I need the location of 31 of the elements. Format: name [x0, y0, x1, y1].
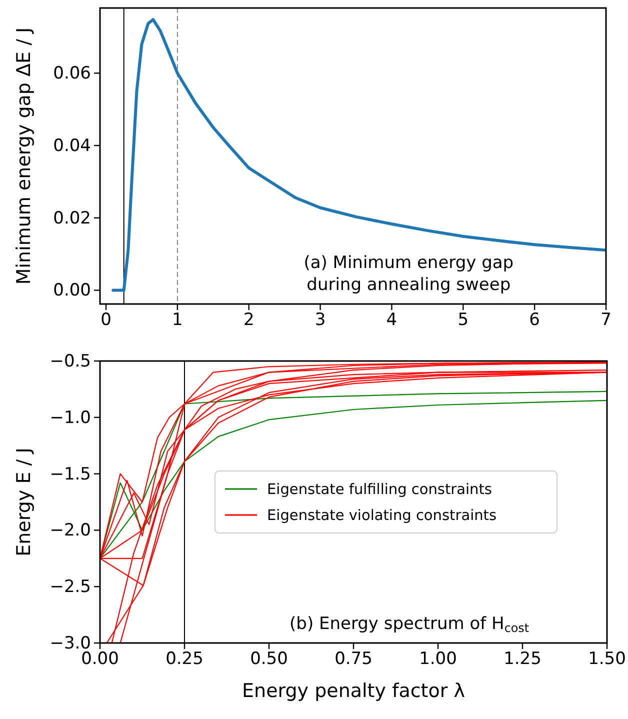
y-tick-label: −2.5 — [50, 577, 91, 598]
y-tick-label: −1.5 — [50, 464, 91, 484]
x-tick-label: 0 — [100, 310, 112, 330]
y-tick-label: −0.5 — [50, 351, 91, 372]
x-tick-label: 3 — [314, 310, 326, 330]
y-axis-title: Minimum energy gap ΔE / J — [13, 27, 35, 285]
x-tick-label: 1 — [172, 310, 183, 330]
x-tick-label: 1.25 — [504, 649, 542, 670]
y-tick-label: −1.0 — [50, 408, 91, 428]
x-tick-label: 7 — [600, 310, 612, 330]
x-tick-label: 6 — [529, 310, 540, 330]
x-tick-label: 0.50 — [250, 649, 288, 670]
y-tick-label: 0.00 — [53, 280, 91, 301]
y-tick-label: 0.04 — [53, 136, 91, 156]
x-tick-label: 1.50 — [588, 649, 626, 670]
x-tick-label: 0.00 — [81, 649, 119, 670]
x-tick-label: 2 — [243, 310, 254, 330]
y-tick-label: 0.02 — [53, 208, 91, 228]
y-axis-title: Energy E / J — [13, 448, 35, 556]
annotation: (a) Minimum energy gap during annealing sweep — [304, 253, 514, 295]
legend-label: Eigenstate fulfilling constraints — [267, 482, 492, 498]
y-tick-label: 0.06 — [53, 64, 91, 84]
legend-label: Eigenstate violating constraints — [267, 508, 497, 524]
x-tick-label: 0.25 — [166, 649, 204, 670]
x-tick-label: 4 — [386, 310, 398, 330]
x-axis-title: Energy penalty factor λ — [242, 680, 465, 702]
x-tick-label: 5 — [458, 310, 469, 330]
x-tick-label: 1.00 — [419, 649, 457, 670]
annotation: (b) Energy spectrum of H$_{cost}$ — [290, 614, 530, 635]
x-tick-label: 0.75 — [334, 649, 372, 670]
y-tick-label: −2.0 — [50, 520, 91, 541]
